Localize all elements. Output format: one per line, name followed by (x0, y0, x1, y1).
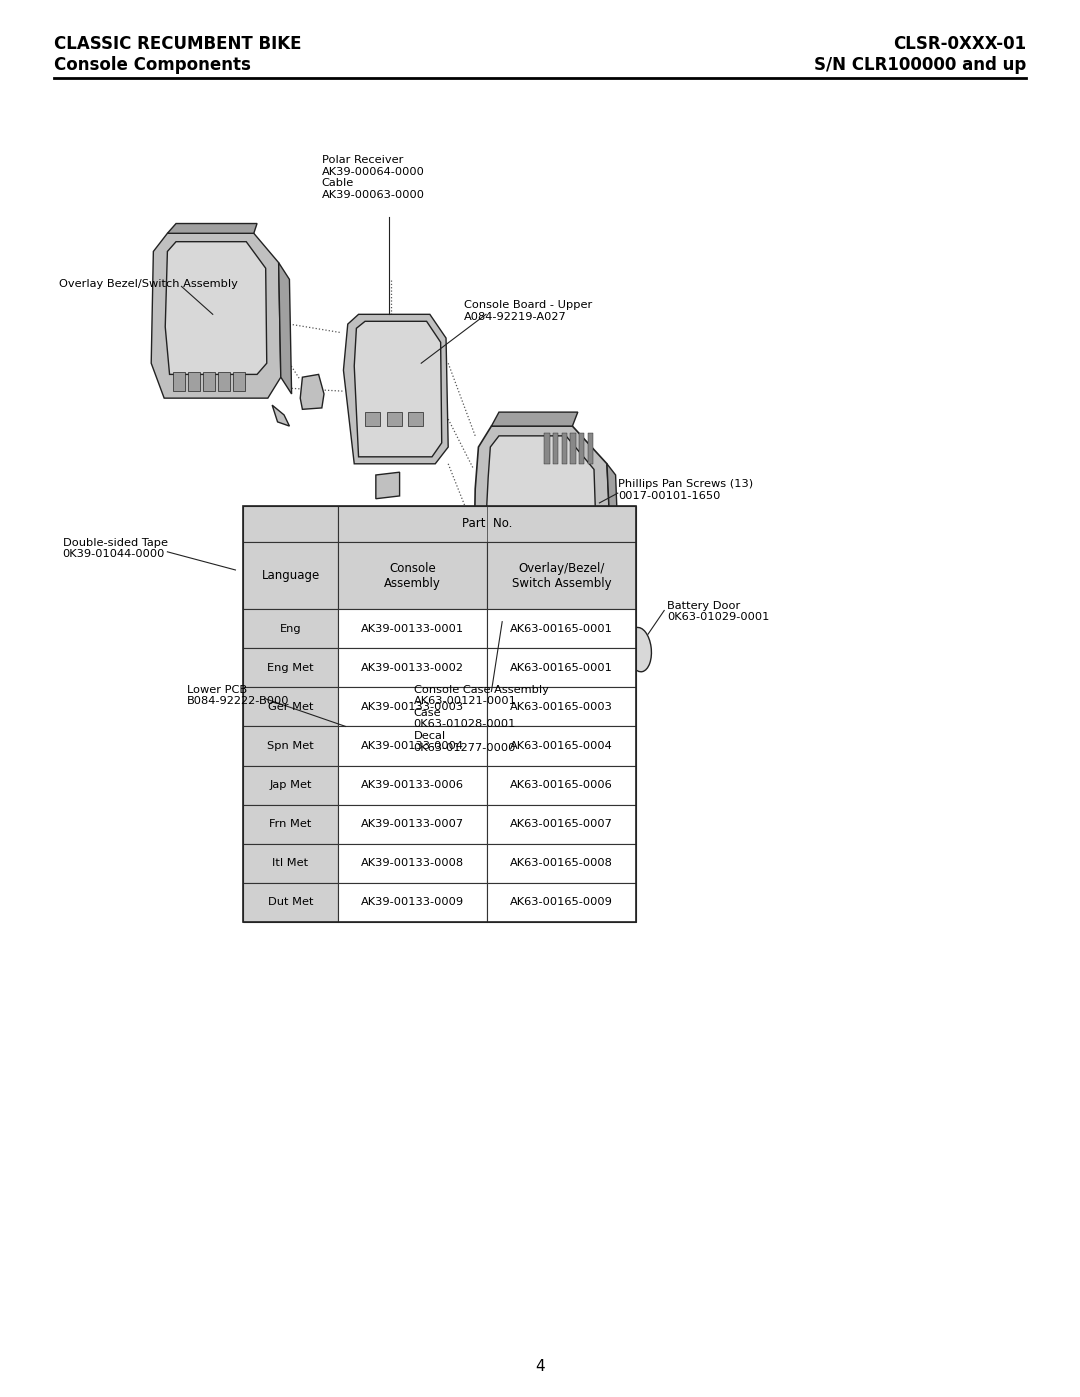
Bar (588, 433, 593, 464)
Polygon shape (376, 472, 400, 499)
Text: AK63-00165-0004: AK63-00165-0004 (510, 740, 613, 752)
Text: AK63-00165-0001: AK63-00165-0001 (510, 662, 613, 673)
Bar (338, 687, 487, 726)
Bar (243, 609, 338, 648)
Bar (188, 372, 200, 391)
Polygon shape (482, 436, 598, 624)
Polygon shape (279, 263, 292, 394)
Polygon shape (607, 464, 621, 617)
Text: AK39-00133-0001: AK39-00133-0001 (361, 623, 464, 634)
Text: Part  No.: Part No. (462, 517, 512, 531)
Bar (487, 883, 636, 922)
Text: AK63-00165-0003: AK63-00165-0003 (510, 701, 613, 712)
Bar (173, 372, 185, 391)
Bar (338, 805, 487, 844)
Bar (243, 844, 338, 883)
Bar (233, 372, 245, 391)
Bar (387, 412, 402, 426)
Bar (544, 433, 550, 464)
Bar (570, 433, 576, 464)
Bar (338, 766, 487, 805)
Text: AK39-00133-0004: AK39-00133-0004 (361, 740, 464, 752)
Bar (553, 433, 558, 464)
Bar (338, 609, 487, 648)
Bar (487, 687, 636, 726)
Bar (487, 609, 636, 648)
Text: Overlay/Bezel/
Switch Assembly: Overlay/Bezel/ Switch Assembly (512, 562, 611, 590)
Text: Phillips Pan Screws (13)
0017-00101-1650: Phillips Pan Screws (13) 0017-00101-1650 (618, 479, 753, 500)
Bar (338, 726, 487, 766)
Bar (338, 883, 487, 922)
Bar (243, 726, 338, 766)
Polygon shape (151, 233, 281, 398)
Bar (408, 412, 423, 426)
Text: Battery Door
0K63-01029-0001: Battery Door 0K63-01029-0001 (667, 601, 770, 622)
Bar (243, 542, 338, 609)
Text: AK39-00133-0007: AK39-00133-0007 (361, 819, 464, 830)
Bar (243, 766, 338, 805)
Bar (243, 805, 338, 844)
Bar (579, 433, 584, 464)
Bar (338, 844, 487, 883)
Bar (487, 648, 636, 687)
Text: Polar Receiver
AK39-00064-0000
Cable
AK39-00063-0000: Polar Receiver AK39-00064-0000 Cable AK3… (322, 155, 424, 200)
Bar (218, 372, 230, 391)
Bar (487, 766, 636, 805)
Bar (365, 412, 380, 426)
Polygon shape (167, 224, 257, 233)
Text: AK63-00165-0008: AK63-00165-0008 (510, 858, 613, 869)
Bar (243, 883, 338, 922)
Bar (487, 844, 636, 883)
Text: AK63-00165-0009: AK63-00165-0009 (510, 897, 613, 908)
Text: AK39-00133-0002: AK39-00133-0002 (361, 662, 464, 673)
Bar (243, 506, 636, 922)
Text: Console
Assembly: Console Assembly (384, 562, 441, 590)
Polygon shape (354, 321, 442, 457)
Polygon shape (343, 314, 448, 464)
Bar (203, 372, 215, 391)
Polygon shape (300, 374, 324, 409)
Polygon shape (165, 242, 267, 374)
Ellipse shape (627, 627, 651, 672)
Text: AK63-00165-0007: AK63-00165-0007 (510, 819, 613, 830)
Text: Overlay Bezel/Switch Assembly: Overlay Bezel/Switch Assembly (59, 279, 239, 289)
Bar (338, 542, 487, 609)
Text: Console Case Assembly
AK63-00121-0001
Case
0K63-01028-0001
Decal
0K63-01277-0000: Console Case Assembly AK63-00121-0001 Ca… (414, 685, 549, 753)
Polygon shape (516, 643, 540, 685)
Text: Ger Met: Ger Met (268, 701, 313, 712)
Polygon shape (473, 426, 613, 636)
Text: Spn Met: Spn Met (267, 740, 314, 752)
Text: Dut Met: Dut Met (268, 897, 313, 908)
Text: Lower PCB
B084-92222-B000: Lower PCB B084-92222-B000 (187, 685, 289, 705)
Bar (487, 726, 636, 766)
Text: Frn Met: Frn Met (269, 819, 312, 830)
Bar (243, 506, 338, 542)
Polygon shape (272, 405, 289, 426)
Text: Console Components: Console Components (54, 56, 251, 74)
Text: Double-sided Tape
0K39-01044-0000: Double-sided Tape 0K39-01044-0000 (63, 538, 167, 559)
Text: Jap Met: Jap Met (269, 780, 312, 791)
Text: CLASSIC RECUMBENT BIKE: CLASSIC RECUMBENT BIKE (54, 35, 301, 53)
Bar (338, 648, 487, 687)
Text: AK63-00165-0001: AK63-00165-0001 (510, 623, 613, 634)
Text: 4: 4 (536, 1359, 544, 1373)
Text: AK63-00165-0006: AK63-00165-0006 (510, 780, 613, 791)
Polygon shape (491, 412, 578, 426)
Text: CLSR-0XXX-01: CLSR-0XXX-01 (893, 35, 1026, 53)
Text: Eng Met: Eng Met (267, 662, 314, 673)
Text: AK39-00133-0009: AK39-00133-0009 (361, 897, 464, 908)
Bar (243, 648, 338, 687)
Text: Eng: Eng (280, 623, 301, 634)
Bar (338, 506, 636, 542)
Text: AK39-00133-0008: AK39-00133-0008 (361, 858, 464, 869)
Bar (487, 805, 636, 844)
Bar (243, 687, 338, 726)
Text: AK39-00133-0006: AK39-00133-0006 (361, 780, 464, 791)
Text: Language: Language (261, 569, 320, 583)
Text: AK39-00133-0003: AK39-00133-0003 (361, 701, 464, 712)
Text: S/N CLR100000 and up: S/N CLR100000 and up (813, 56, 1026, 74)
Text: Console Board - Upper
A084-92219-A027: Console Board - Upper A084-92219-A027 (464, 300, 593, 321)
Bar (487, 542, 636, 609)
Text: Itl Met: Itl Met (272, 858, 309, 869)
Bar (562, 433, 567, 464)
